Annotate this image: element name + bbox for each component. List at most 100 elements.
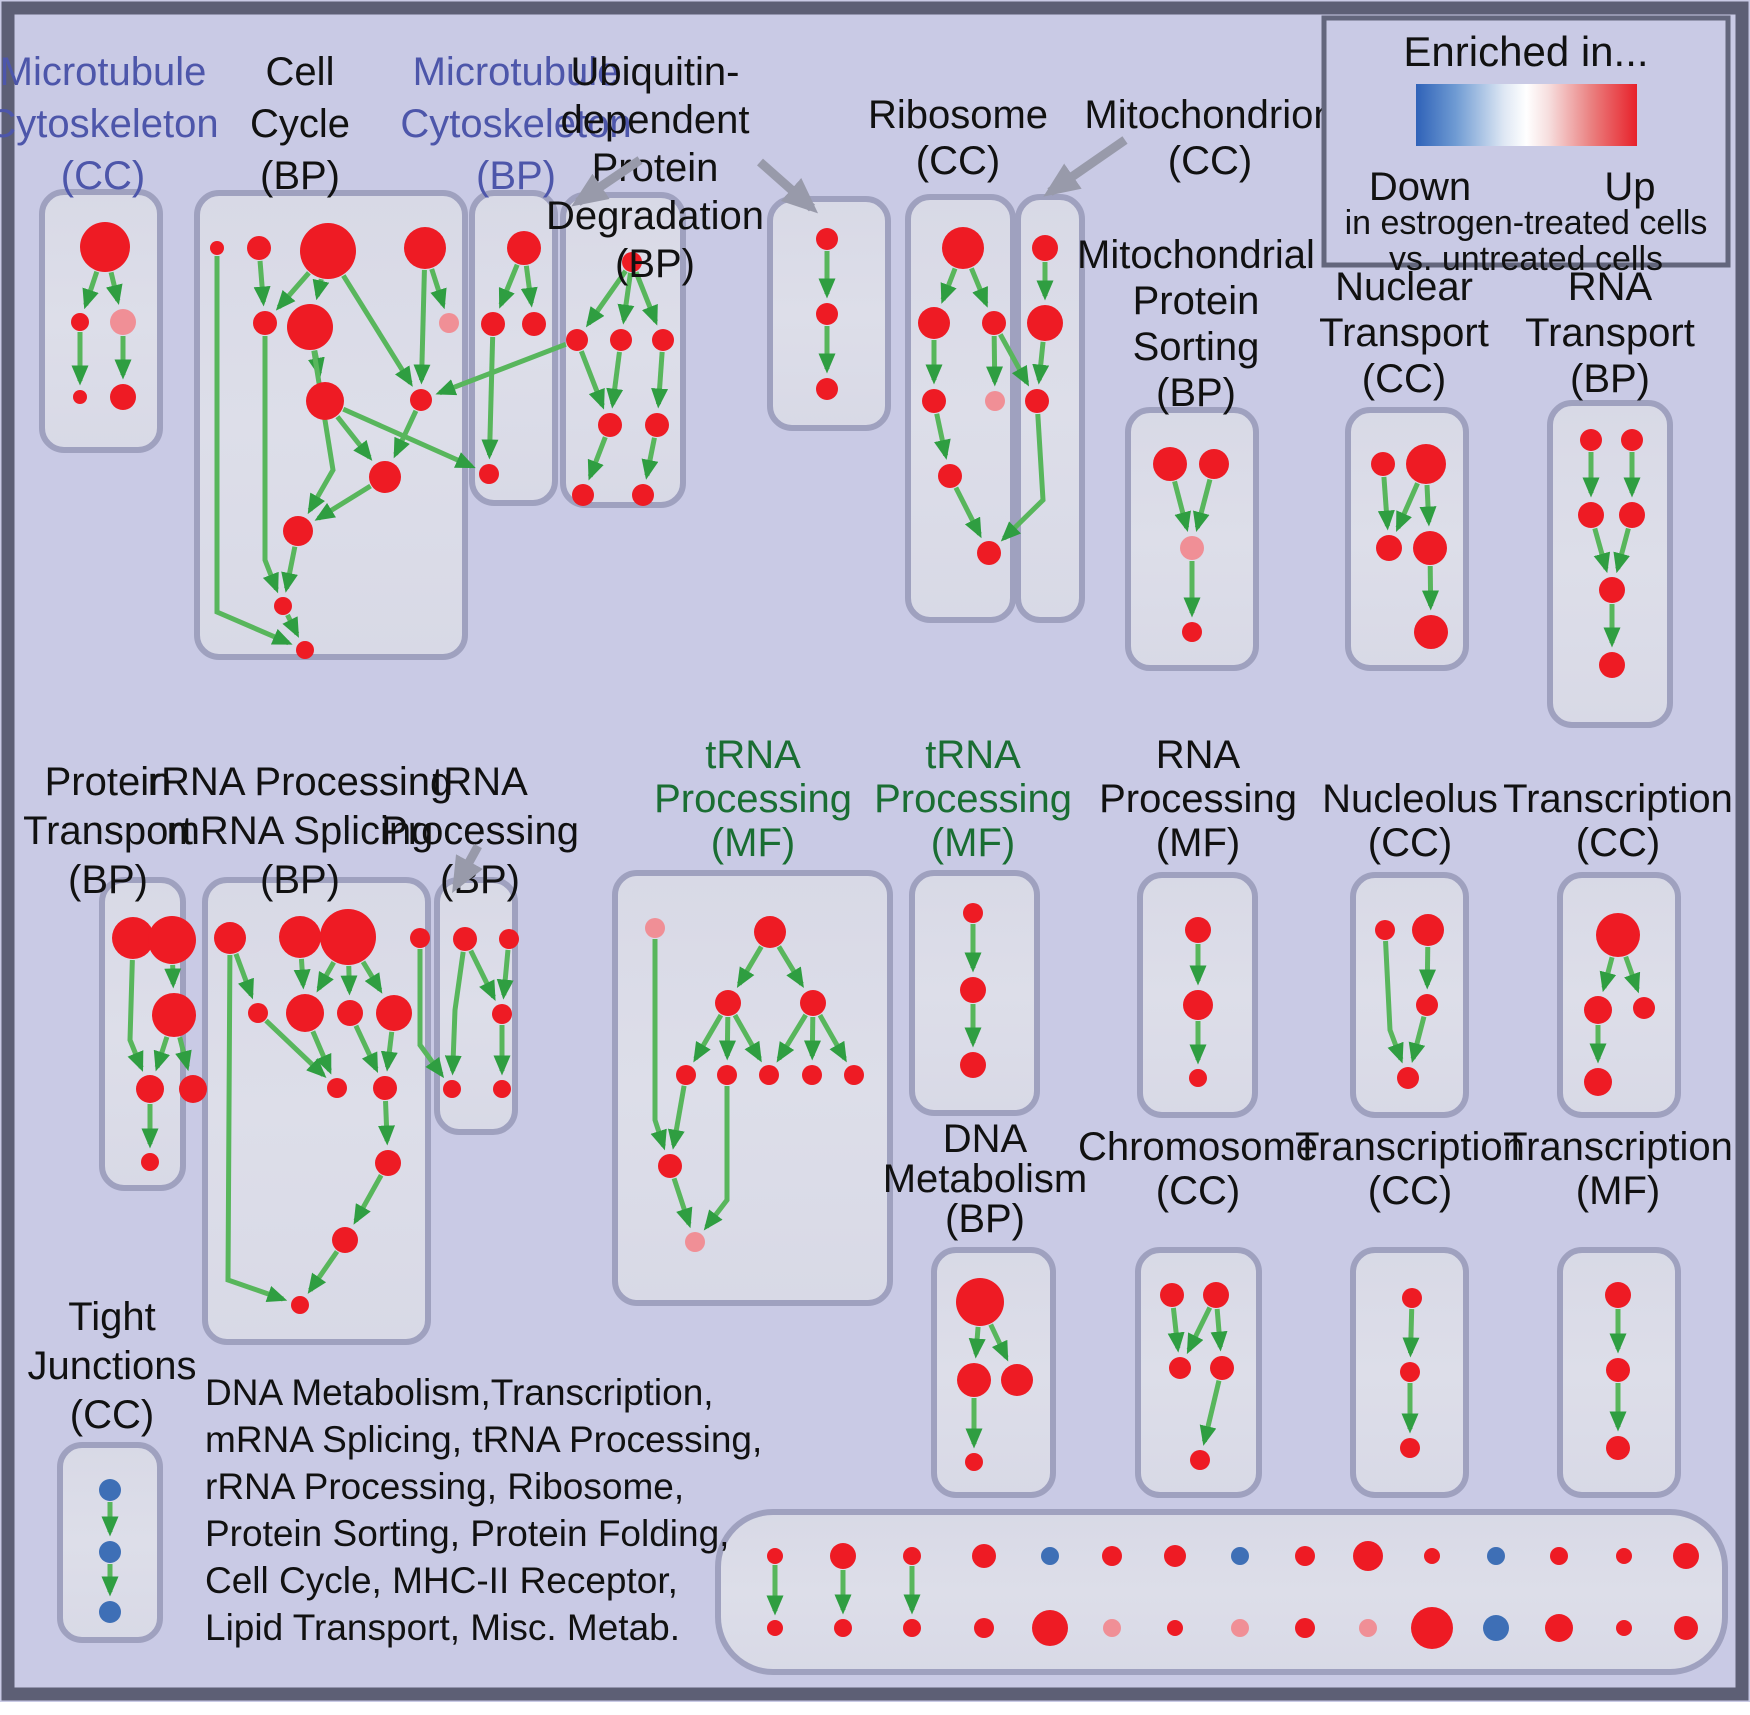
annotation-arrow-label-to-mitochondrion-box [1043,136,1128,197]
go-term-node-rna-processing-mf-2 [1189,1069,1207,1087]
edge-protein-transport-bp-2-3 [153,1036,170,1072]
go-term-node-trna-processing-bp-2 [492,1004,512,1024]
edge-mitochondrial-protein-sorting-bp-1-2 [1193,478,1213,533]
edge-dna-metabolism-bp-0-2 [988,1323,1009,1362]
go-term-node-trna-processing-mf-large-6 [759,1065,779,1085]
go-term-node-microtubule-cytoskeleton-cc-1 [71,313,89,331]
go-term-node-mixed-categories-16 [834,1619,852,1637]
cluster-label-transcription-cc-lower-line2: (CC) [1368,1169,1452,1213]
edge-rrna-processing-mrna-splicing-bp-0-4 [233,953,254,1000]
edge-rna-transport-bp-3-4 [1613,527,1631,574]
cluster-label-ribosome-cc-line1: Ribosome [868,93,1048,137]
edge-ribosome-cc-0-2 [969,267,989,308]
cluster-box-nuclear-transport-cc [1345,407,1469,671]
cluster-label-transcription-cc-lower-line1: Transcription [1295,1125,1525,1169]
go-term-node-mixed-categories-11 [1487,1547,1505,1565]
go-term-node-cell-cycle-bp-9 [369,461,401,493]
cluster-label-tight-junctions-cc-line1: Tight [68,1295,155,1339]
edge-chromosome-cc-3-4 [1199,1380,1222,1446]
edge-cell-cycle-bp-3-8 [413,269,431,385]
edge-trna-processing-mf-large-1-3 [776,945,804,989]
go-term-node-transcription-cc-lower-2 [1400,1438,1420,1458]
cluster-label-trna-processing-mf-large-line2: Processing [654,777,852,821]
edge-cell-cycle-bp-2-8 [341,274,413,387]
go-term-node-mixed-categories-19 [1032,1610,1068,1646]
network-nodes [71,222,1699,1649]
go-term-node-mixed-categories-26 [1483,1615,1509,1641]
cluster-label-mitochondrial-protein-sorting-bp-line1: Mitochondrial [1077,233,1315,277]
cluster-label-mitochondrion-cc-line1: Mitochondrion [1084,93,1335,137]
edge-nucleolus-cc-0-3 [1383,940,1404,1064]
cluster-label-chromosome-cc-line1: Chromosome [1078,1125,1318,1169]
edge-transcription-cc-upper-0-1 [1599,956,1617,993]
go-term-node-ribosome-cc-2 [982,311,1006,335]
edge-ribosome-cc-2-4 [986,335,1004,387]
cluster-label-microtubule-cytoskeleton-cc-line3: (CC) [61,154,145,198]
footnote-line-5: Cell Cycle, MHC-II Receptor, [205,1560,678,1601]
cluster-label-dna-metabolism-bp-line1: DNA [943,1117,1028,1161]
edge-rrna-processing-mrna-splicing-bp-2-7 [360,960,383,994]
go-term-node-mixed-categories-6 [1164,1545,1186,1567]
go-term-node-microtubule-cytoskeleton-cc-0 [80,222,130,272]
cluster-label-trna-processing-bp-line1: tRNA [432,760,528,804]
cluster-label-rna-transport-bp-line1: RNA [1568,265,1653,309]
go-term-node-rrna-processing-mrna-splicing-bp-0 [214,922,246,954]
cross-edge-mitochondrion-to-ribosome [1000,413,1046,542]
go-term-node-ubiquitin-dependent-protein-degradation-bp-4 [598,413,622,437]
cluster-label-mitochondrion-cc-line2: (CC) [1168,139,1252,183]
edge-transcription-cc-upper-0-2 [1623,955,1641,994]
go-term-node-rrna-processing-mrna-splicing-bp-3 [410,928,430,948]
edge-trna-processing-bp-1-2 [496,949,514,1000]
edge-cell-cycle-bp-3-6 [429,268,447,310]
go-term-node-rna-transport-bp-3 [1619,502,1645,528]
go-term-node-mixed-categories-21 [1167,1620,1183,1636]
edge-trna-processing-bp-0-2 [468,949,496,1001]
edge-trna-processing-mf-large-1-2 [736,945,764,988]
go-term-node-ubiquitin-dependent-protein-degradation-bp-2 [610,329,632,351]
cluster-box-trna-processing-mf-large [612,870,893,1306]
go-term-node-rrna-processing-mrna-splicing-bp-9 [373,1076,397,1100]
go-term-node-nucleolus-cc-3 [1397,1067,1419,1089]
go-term-node-trna-processing-bp-1 [499,929,519,949]
go-term-node-trna-processing-bp-0 [453,927,477,951]
edge-rrna-processing-mrna-splicing-bp-7-9 [380,1031,398,1072]
go-term-node-rrna-processing-mrna-splicing-bp-1 [279,916,321,958]
cluster-label-rna-processing-mf-line1: RNA [1156,733,1241,777]
cluster-label-transcription-cc-upper-line2: (CC) [1576,821,1660,865]
go-term-node-rrna-processing-mrna-splicing-bp-10 [375,1150,401,1176]
go-term-node-tight-junctions-cc-1 [99,1541,121,1563]
go-term-node-rrna-processing-mrna-splicing-bp-12 [291,1296,309,1314]
cluster-label-mitochondrial-protein-sorting-bp-line4: (BP) [1156,371,1236,415]
edge-ubiquitin-dependent-protein-degradation-bp-0-3 [633,271,658,326]
go-term-node-cell-cycle-bp-6 [439,313,459,333]
go-term-node-chromosome-cc-0 [1160,1283,1184,1307]
go-term-node-microtubule-cytoskeleton-bp-1 [481,312,505,336]
cluster-label-cell-cycle-bp-line2: Cycle [250,102,350,146]
cluster-label-trna-processing-mf-large-line1: tRNA [705,733,801,777]
go-term-node-dna-metabolism-bp-3 [965,1453,983,1471]
cluster-label-microtubule-cytoskeleton-cc-line1: Microtubule [0,50,206,94]
legend-title: Enriched in... [1403,28,1648,75]
edge-rrna-processing-mrna-splicing-bp-5-8 [310,1030,332,1075]
go-term-node-mitochondrial-protein-sorting-bp-0 [1153,447,1187,481]
go-term-node-rna-transport-bp-0 [1580,429,1602,451]
edge-protein-transport-bp-1-2 [164,964,182,989]
cluster-label-nuclear-transport-cc-line2: Transport [1319,311,1489,355]
cluster-box-mixed-categories [715,1509,1728,1675]
cluster-box-microtubule-cytoskeleton-cc [39,189,163,453]
edge-trna-processing-mf-large-9-10 [671,1177,693,1229]
legend-subtitle-line1: in estrogen-treated cells [1345,204,1708,242]
edge-microtubule-cytoskeleton-bp-1-3 [481,336,499,460]
edge-cell-cycle-bp-2-5 [312,278,330,301]
go-term-node-protein-transport-bp-2 [152,993,196,1037]
edge-mitochondrion-cc-1-2 [1032,341,1050,385]
cluster-label-tight-junctions-cc-line3: (CC) [70,1393,154,1437]
edge-cell-cycle-bp-2-4 [275,271,311,311]
go-term-node-mixed-categories-20 [1103,1619,1121,1637]
go-term-node-protein-transport-bp-4 [179,1075,207,1103]
cluster-boxes [39,189,1728,1675]
go-term-node-microtubule-cytoskeleton-cc-4 [110,384,136,410]
footnote-line-1: DNA Metabolism,Transcription, [205,1372,714,1413]
go-term-node-mixed-categories-9 [1353,1541,1383,1571]
edge-transcription-cc-lower-0-1 [1402,1308,1420,1358]
